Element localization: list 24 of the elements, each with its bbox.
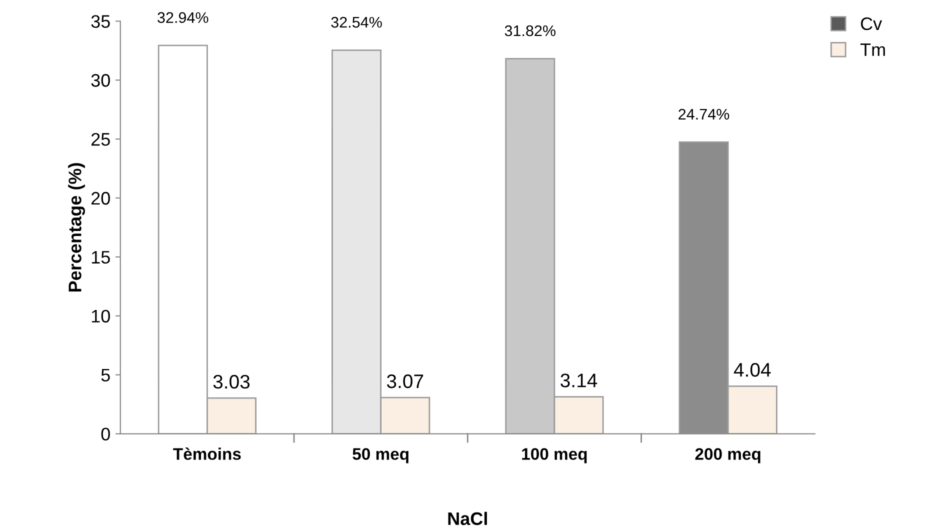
- x-axis-title: NaCl: [448, 512, 487, 526]
- y-axis-title: Percentage (%): [68, 163, 86, 292]
- y-tick-label: 10: [92, 310, 110, 323]
- y-tick-label: 25: [91, 132, 110, 146]
- y-tick-label: 30: [91, 74, 110, 87]
- legend-label: Cv: [860, 17, 882, 30]
- data-label: 32.94%: [158, 12, 208, 23]
- x-tick-label: 100 meq: [522, 448, 587, 464]
- data-label: 3.03: [213, 374, 250, 389]
- data-label: 4.04: [734, 362, 771, 377]
- x-tick-label: 50 meq: [352, 448, 408, 464]
- y-tick-label: 35: [91, 15, 110, 28]
- data-label: 31.82%: [504, 25, 556, 36]
- data-label: 3.07: [386, 374, 424, 388]
- y-tick-label: 0: [101, 428, 110, 440]
- x-tick-label: Tèmoins: [173, 448, 241, 460]
- y-tick-label: 15: [92, 251, 110, 264]
- data-label: 3.14: [560, 374, 598, 388]
- legend-label: Tm: [860, 43, 885, 56]
- y-tick-label: 20: [91, 192, 110, 205]
- data-label: 24.74%: [678, 108, 730, 120]
- y-tick-label: 5: [101, 368, 110, 382]
- x-tick-label: 200 meq: [695, 448, 760, 464]
- data-label: 32.54%: [331, 16, 382, 28]
